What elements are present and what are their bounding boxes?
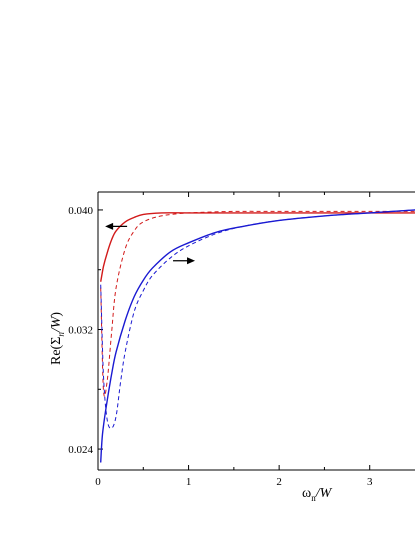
series-blue-dashed	[100, 209, 415, 429]
y-label-close: )	[49, 312, 64, 317]
x-tick-label: 1	[186, 476, 192, 488]
x-tick-label: 0	[95, 476, 101, 488]
y-axis-label: Re(Σn/W)	[49, 312, 66, 365]
x-label-sub: n	[311, 493, 316, 503]
y-tick-label: 0.032	[68, 325, 93, 337]
x-label-omega: ω	[302, 486, 311, 501]
y-tick-label: 0.024	[68, 444, 93, 456]
y-tick-label: 0.040	[68, 205, 93, 217]
series-red-dashed	[100, 210, 415, 397]
x-tick-label: 3	[367, 476, 373, 488]
x-label-rest: /W	[315, 486, 333, 501]
y-label-sub: n	[56, 332, 66, 337]
arrow-right-head	[187, 257, 196, 265]
series-blue-solid	[100, 209, 415, 463]
x-tick-label: 2	[276, 476, 282, 488]
axis-labels: ωn/W Re(Σn/W)	[49, 312, 333, 503]
y-label-start: Re(Σ	[49, 337, 64, 365]
arrow-left-head	[105, 222, 114, 230]
annotations	[105, 222, 196, 265]
y-label-rest: /W	[49, 315, 64, 333]
axes	[97, 191, 415, 471]
series-group	[100, 209, 415, 463]
x-axis-label: ωn/W	[302, 486, 333, 503]
ticks: 0 1 2 3 0.024 0.032 0.040	[68, 192, 373, 488]
series-red-solid	[100, 212, 415, 282]
